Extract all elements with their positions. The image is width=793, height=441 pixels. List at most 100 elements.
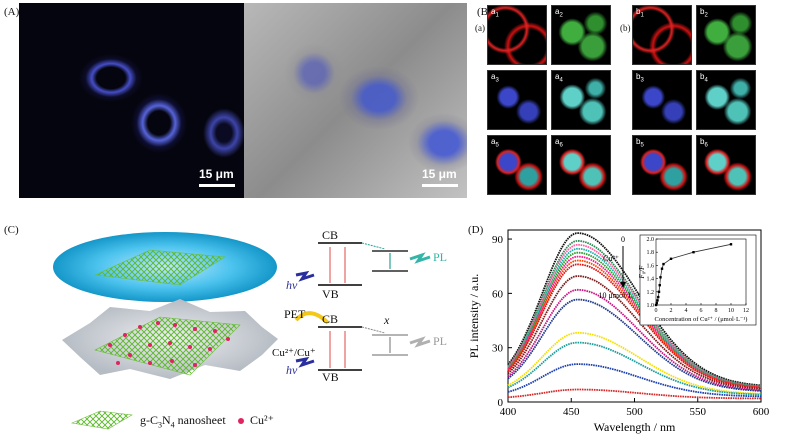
panel-d-label: (D) [468,224,484,236]
y-axis-label: PL intensity / a.u. [467,274,481,359]
cu-pair-label: Cu²⁺/Cu⁺ [272,347,316,359]
spectrum-series-13 [507,341,761,396]
cb-label-bottom: CB [322,312,339,326]
hv-bolt-bottom [295,356,315,368]
inset-point [662,262,665,266]
inset-x-tick-label: 4 [685,308,688,314]
tile-b1: b1 [632,5,692,65]
inset-point [659,276,662,279]
tile-b2: b2 [696,5,756,65]
inset-point [658,284,661,287]
x-tick-label: 500 [626,406,643,418]
scale-text-right: 15 μm [422,167,457,181]
tile-a4: a4 [551,70,611,130]
spectrum-series-9 [507,275,762,390]
cb-label-top: CB [322,228,339,242]
arrow-bottom-label: 10 μmol·L⁻¹ [599,291,641,300]
scale-bar-left [199,184,235,187]
inset-y-tick-label: 2.0 [647,237,655,243]
inset-point [660,267,664,270]
pet-label: PET [284,307,306,321]
spectrum-series-10 [507,288,762,391]
inset-y-tick-label: 1.8 [647,250,655,256]
spectrum-series-11 [507,298,762,392]
tile-b5: b5 [632,135,692,195]
y-tick-label: 0 [498,397,504,409]
tile-label-b3: b3 [636,72,644,84]
tile-b3: b3 [632,70,692,130]
legend-cu-label: Cu²⁺ [250,413,274,427]
tile-label-a3: a3 [491,72,499,84]
group-b-label: (b) [620,23,631,33]
tile-a1: a1 [487,5,547,65]
cu-ions-cluster [108,321,230,367]
transfer-arrow-top [361,242,386,250]
inset-point [657,295,660,299]
inset-point [692,251,695,254]
hv-label-top: hν [286,278,298,292]
inset-point [656,299,659,302]
tile-a5: a5 [487,135,547,195]
spectrum-series-15 [507,388,761,400]
scale-bar-right [422,184,458,187]
arrow-cu-label: Cu²⁺ [603,254,619,263]
tile-label-a5: a5 [491,137,499,149]
inset-y-tick-label: 1.0 [647,303,655,309]
hv-label-bottom: hν [286,363,298,377]
inset-x-tick-label: 10 [728,308,734,314]
vb-label-bottom: VB [322,370,339,384]
tile-a3: a3 [487,70,547,130]
legend-nanosheet-icon [70,410,133,430]
spectrum-series-8 [507,263,762,389]
y-tick-label: 90 [492,234,504,246]
spectrum-series-12 [507,331,762,395]
hv-bolt-top [295,270,315,282]
x-axis-label: Wavelength / nm [594,420,676,434]
tile-label-b5: b5 [636,137,644,149]
panel-c-label: (C) [4,224,19,236]
inset-x-tick-label: 0 [655,308,658,314]
tile-b6: b6 [696,135,756,195]
x-tick-label: 400 [500,406,517,418]
legend-nanosheet-label: g-C3N4 nanosheet [140,413,226,430]
inset-x-tick-label: 12 [743,308,749,314]
vb-label-top: VB [322,287,339,301]
spectrum-series-1 [507,232,762,387]
pl-bolt-bottom [409,336,431,348]
micrograph-brightfield-merge: 15 μm [244,3,467,198]
inset-point [655,301,658,305]
y-tick-label: 60 [492,288,504,300]
inset-x-axis-label: Concentration of Cu²⁺ / (μmol·L⁻¹) [655,316,748,323]
pet-arrow [294,311,330,325]
pl-label-bottom: PL [433,334,448,348]
inset-y-tick-label: 1.4 [647,277,655,283]
tile-b4: b4 [696,70,756,130]
inset-y-tick-label: 1.6 [647,263,655,269]
micrograph-fluorescence: 15 μm [19,3,244,198]
inset-box [639,234,757,326]
inset-x-tick-label: 8 [715,308,718,314]
tile-label-b1: b1 [636,7,644,19]
panel-a-label: (A) [4,6,20,18]
blocked-transfer [361,326,386,334]
panel-c-diagram [53,232,431,430]
inset-y-axis-label: F₀/F [638,265,646,280]
inset-point [657,290,661,293]
inset-x-tick-label: 6 [700,308,703,314]
inset-point [654,303,658,307]
legend-cu-dot [238,418,244,424]
pl-label-top: PL [433,250,448,264]
tile-a6: a6 [551,135,611,195]
inset-x-tick-label: 2 [670,308,673,314]
tile-label-b4: b4 [700,72,708,84]
scale-text-left: 15 μm [199,167,234,181]
x-tick-label: 550 [690,406,707,418]
spectrum-series-2 [507,239,762,387]
x-tick-label: 600 [753,406,770,418]
nanosheet-top [93,249,226,286]
inset-y-tick-label: 1.2 [647,290,655,296]
tile-label-a4: a4 [555,72,563,84]
y-tick-label: 30 [492,343,504,355]
tile-label-a6: a6 [555,137,563,149]
tile-label-a1: a1 [491,7,499,19]
